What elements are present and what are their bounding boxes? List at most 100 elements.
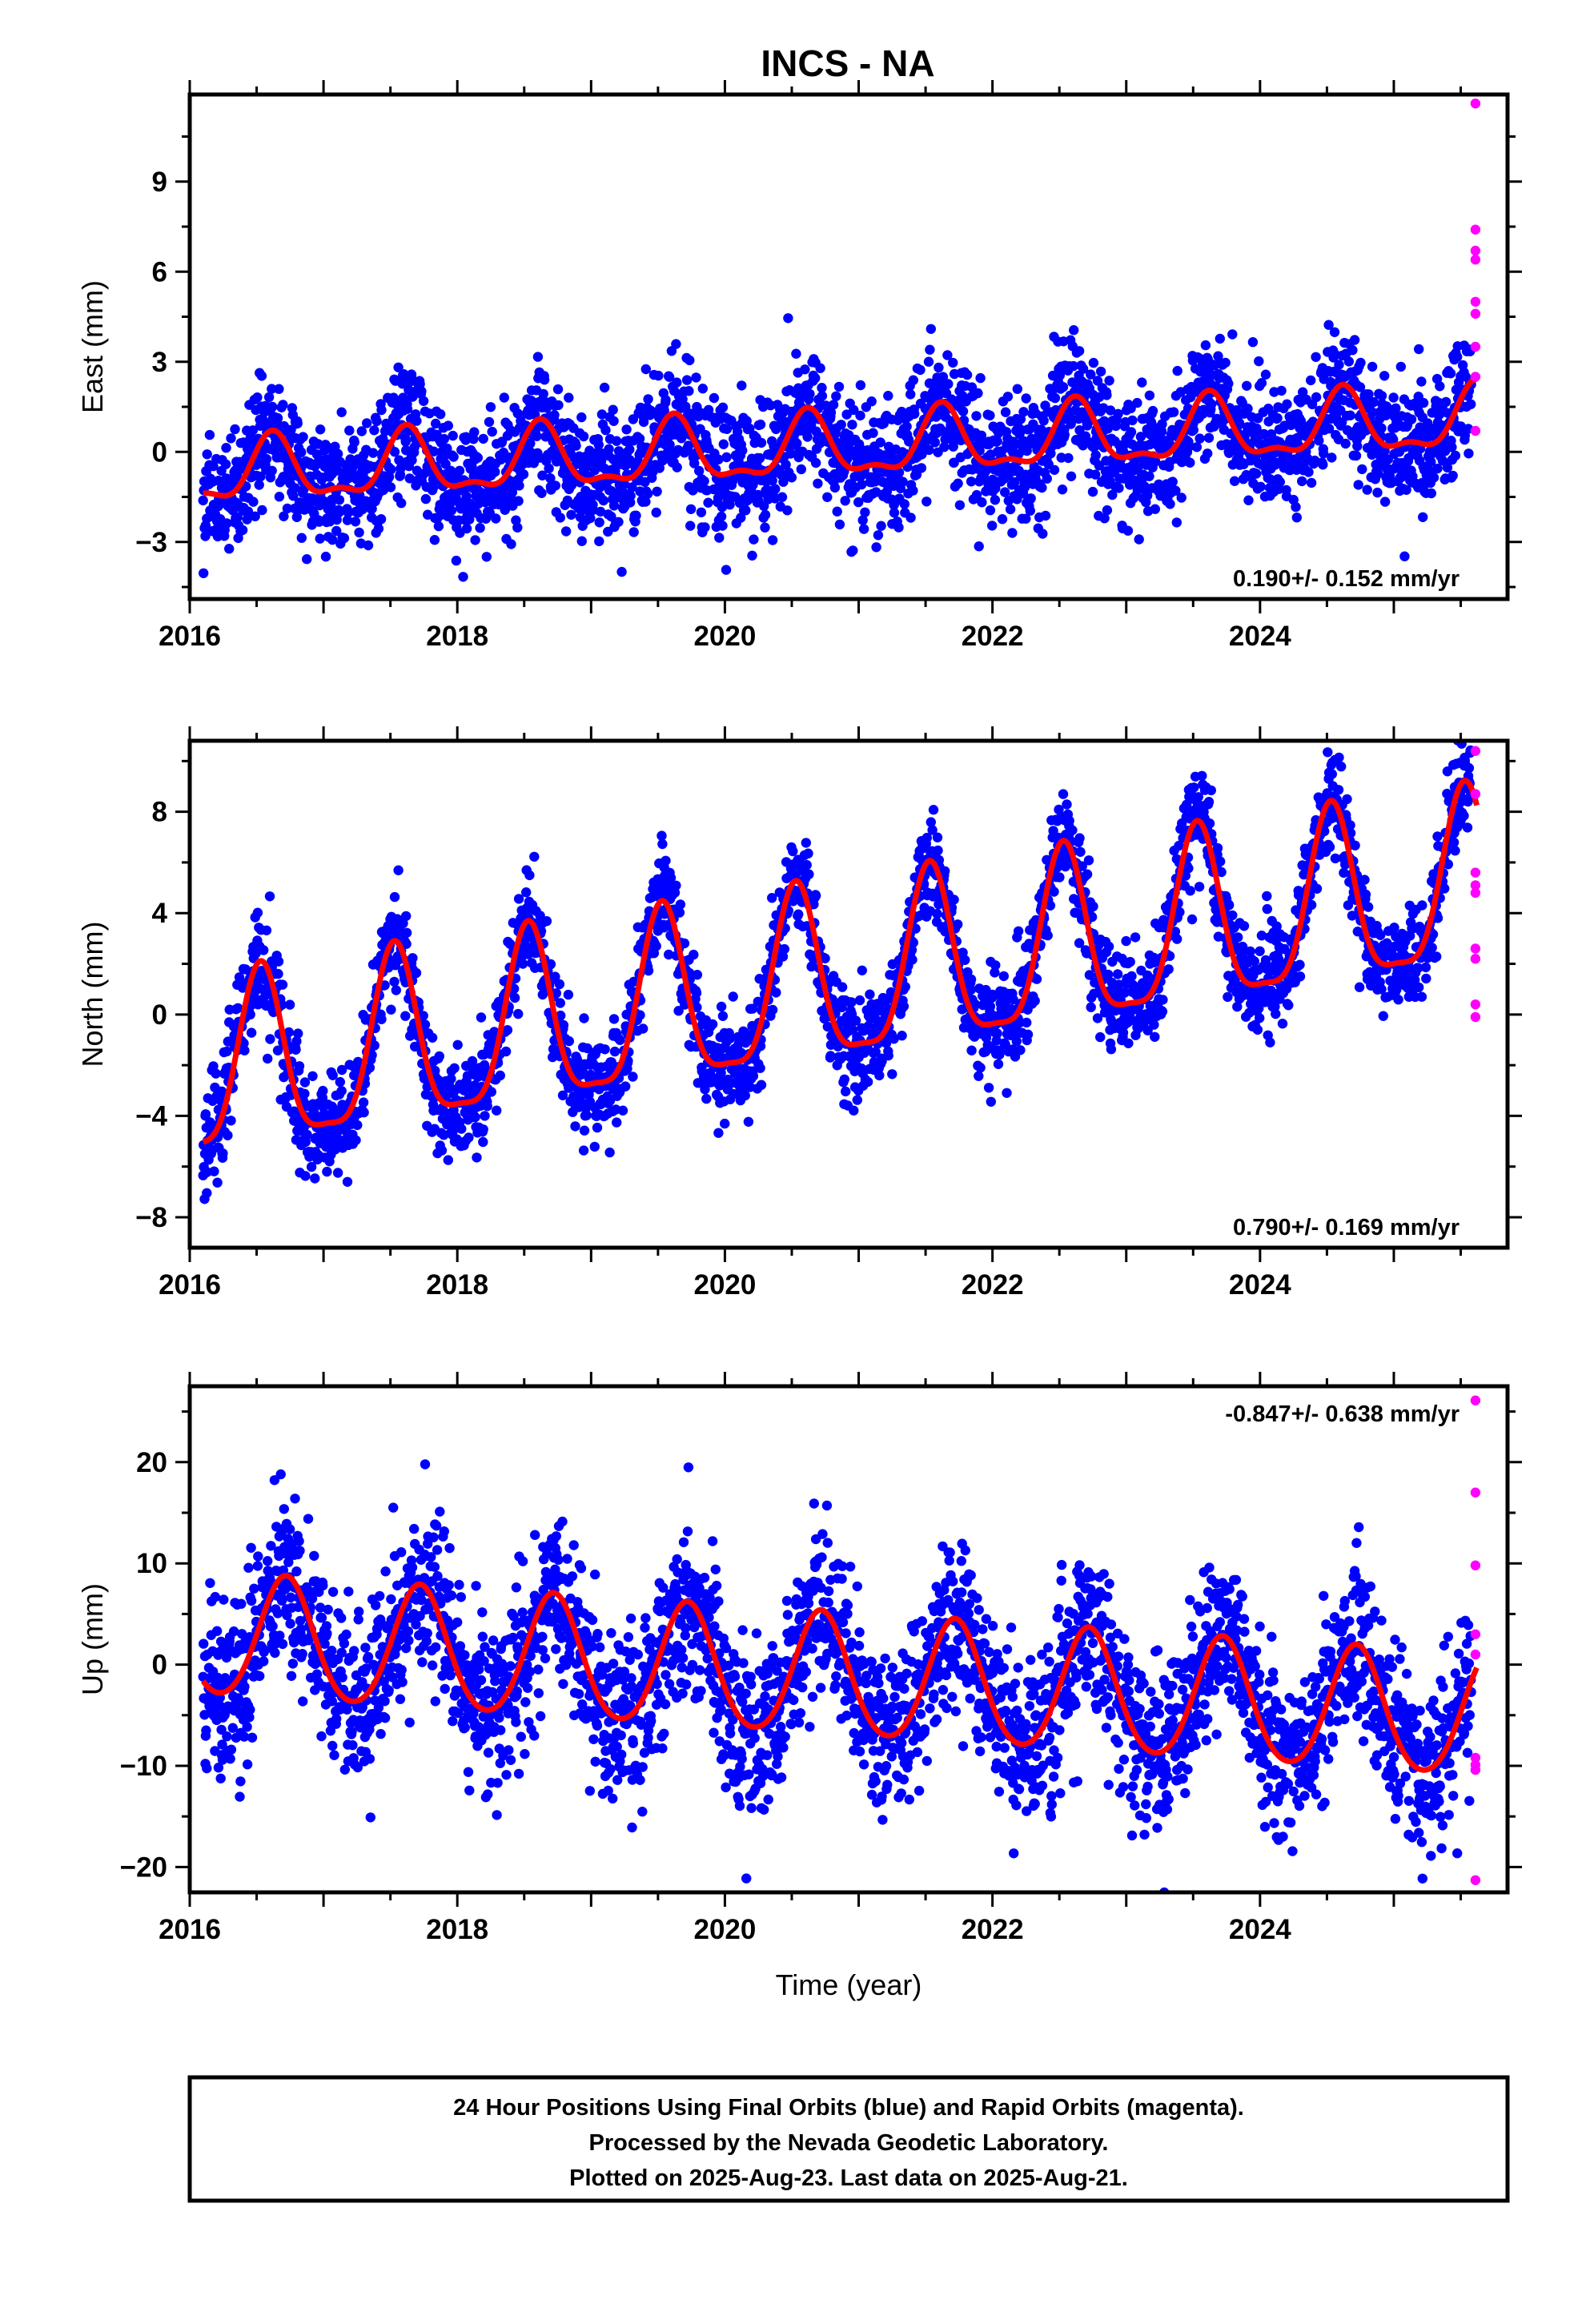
final-orbit-point <box>930 437 941 448</box>
rapid-orbit-point <box>1470 425 1481 436</box>
final-orbit-point <box>791 348 801 359</box>
y-tick-label: 3 <box>152 347 167 378</box>
final-orbit-point <box>376 1014 387 1025</box>
final-orbit-point <box>1049 464 1060 475</box>
final-orbit-point <box>336 1086 347 1096</box>
final-orbit-point <box>1059 429 1070 440</box>
final-orbit-point <box>681 401 691 412</box>
final-orbit-point <box>1150 456 1161 467</box>
final-orbit-point <box>858 524 869 534</box>
final-orbit-point <box>1047 370 1058 381</box>
final-orbit-point <box>716 511 727 522</box>
final-orbit-point <box>461 523 472 534</box>
final-orbit-point <box>755 1063 765 1073</box>
final-orbit-point <box>866 396 877 407</box>
final-orbit-point <box>834 519 845 530</box>
final-orbit-point <box>1137 377 1147 388</box>
final-orbit-point <box>953 919 963 930</box>
final-orbit-point <box>1254 356 1264 367</box>
final-orbit-point <box>594 536 604 547</box>
final-orbit-point <box>492 1105 502 1116</box>
final-orbit-point <box>720 1118 730 1129</box>
final-orbit-point <box>226 433 236 444</box>
final-orbit-point <box>865 989 875 999</box>
final-orbit-point <box>257 505 267 516</box>
final-orbit-point <box>1466 399 1476 409</box>
final-orbit-point <box>1418 512 1428 522</box>
final-orbit-point <box>854 995 865 1006</box>
final-orbit-point <box>849 1105 859 1116</box>
final-orbit-point <box>600 1044 610 1055</box>
final-orbit-point <box>352 1120 363 1131</box>
final-orbit-point <box>857 479 867 490</box>
final-orbit-point <box>953 478 963 489</box>
final-orbit-point <box>1185 457 1195 468</box>
final-orbit-point <box>1078 364 1089 374</box>
final-orbit-point <box>1054 370 1066 380</box>
final-orbit-point <box>616 566 627 577</box>
final-orbit-point <box>909 408 920 419</box>
final-orbit-point <box>1340 438 1351 449</box>
final-orbit-point <box>671 339 681 349</box>
final-orbit-point <box>224 544 235 554</box>
final-orbit-point <box>369 425 379 436</box>
final-orbit-point <box>487 426 497 437</box>
final-orbit-point <box>908 375 919 385</box>
final-orbit-point <box>1215 333 1226 344</box>
final-orbit-point <box>478 433 488 444</box>
final-orbit-point <box>509 992 520 1003</box>
final-orbit-point <box>599 382 610 393</box>
final-orbit-point <box>332 1168 343 1178</box>
final-orbit-point <box>1107 489 1118 501</box>
final-orbit-point <box>576 412 587 423</box>
final-orbit-point <box>934 362 944 373</box>
final-orbit-point <box>1426 488 1437 499</box>
final-orbit-point <box>418 396 429 406</box>
final-orbit-point <box>683 440 694 451</box>
final-orbit-point <box>396 498 407 509</box>
final-orbit-point <box>246 1027 257 1038</box>
final-orbit-point <box>1134 534 1144 545</box>
final-orbit-point <box>331 525 342 537</box>
x-tick-label: 2022 <box>962 621 1024 652</box>
final-orbit-point <box>532 352 544 362</box>
final-orbit-point <box>1311 392 1322 403</box>
final-orbit-point <box>694 465 705 476</box>
final-orbit-point <box>261 925 272 936</box>
final-orbit-point <box>1092 376 1103 386</box>
final-orbit-point <box>1009 476 1020 488</box>
final-orbit-point <box>555 513 565 523</box>
final-orbit-point <box>905 389 916 400</box>
final-orbit-point <box>743 1116 754 1128</box>
final-orbit-point <box>284 999 295 1010</box>
final-orbit-point <box>840 496 850 506</box>
final-orbit-point <box>472 1152 482 1163</box>
east-plot-area <box>190 94 1508 599</box>
final-orbit-point <box>259 945 269 955</box>
final-orbit-point <box>628 1072 638 1082</box>
final-orbit-point <box>681 375 693 385</box>
final-orbit-point <box>402 404 413 414</box>
rapid-orbit-point <box>1470 255 1481 265</box>
final-orbit-point <box>263 392 275 403</box>
final-orbit-point <box>1327 452 1337 463</box>
rapid-orbit-point <box>1470 296 1481 307</box>
final-orbit-point <box>770 484 781 494</box>
final-orbit-point <box>529 851 540 862</box>
final-orbit-point <box>327 494 337 505</box>
final-orbit-point <box>1447 470 1458 481</box>
final-orbit-point <box>1306 477 1317 489</box>
final-orbit-point <box>554 979 565 990</box>
final-orbit-point <box>996 446 1007 456</box>
final-orbit-point <box>804 869 814 879</box>
final-orbit-point <box>386 1004 396 1015</box>
final-orbit-point <box>290 483 300 493</box>
final-orbit-point <box>899 499 910 509</box>
rapid-orbit-point <box>1470 308 1481 319</box>
rapid-orbit-point <box>1470 341 1481 352</box>
final-orbit-point <box>1018 407 1029 417</box>
final-orbit-point <box>404 473 415 484</box>
final-orbit-point <box>401 927 412 939</box>
final-orbit-point <box>517 959 528 969</box>
